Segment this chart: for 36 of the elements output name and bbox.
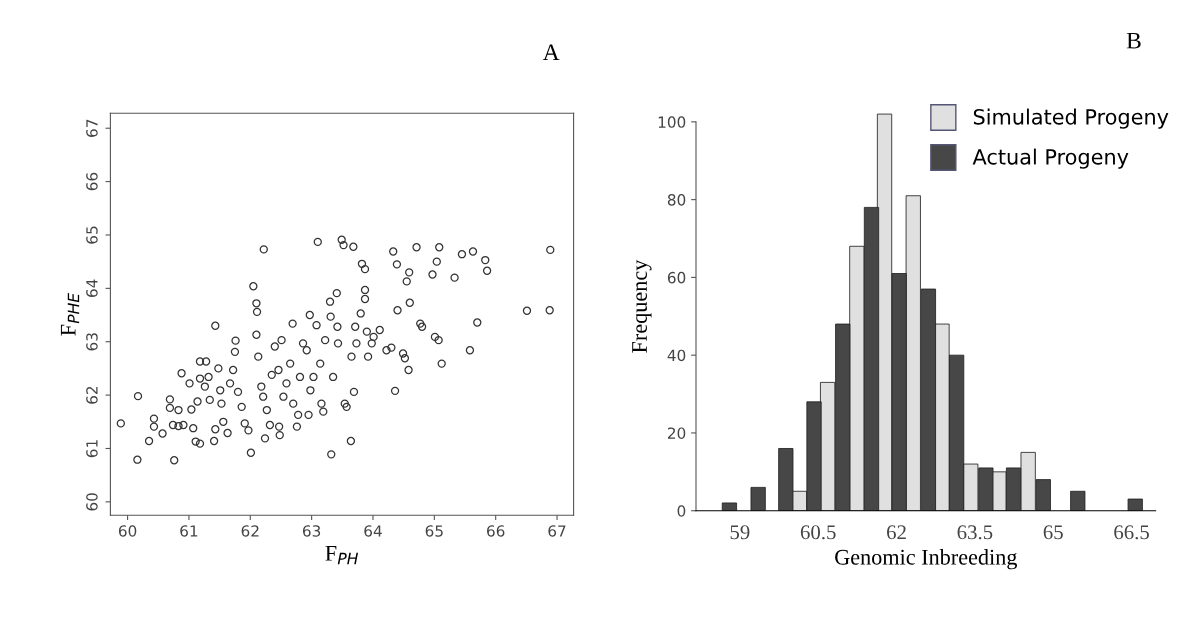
x-tick-label: 65 <box>425 525 443 537</box>
x-tick-label: 61 <box>180 525 198 537</box>
x-tick-label: 67 <box>548 525 566 537</box>
x-axis-title: Genomic Inbreeding <box>835 549 1018 570</box>
y-tick-label: 63 <box>86 333 98 351</box>
y-tick-label: 20 <box>667 427 686 439</box>
y-tick-label: 64 <box>86 279 98 298</box>
y-tick-label: 0 <box>677 505 686 517</box>
y-tick-label: 100 <box>658 116 686 128</box>
y-axis-title: F$_{PHE}$ <box>60 292 80 336</box>
y-tick-label: 40 <box>667 349 686 362</box>
legend-label: Simulated Progeny <box>973 108 1169 129</box>
x-axis-title: F$_{PH}$ <box>325 546 359 565</box>
y-tick-label: 60 <box>86 493 98 511</box>
y-tick-label: 60 <box>667 271 686 284</box>
x-tick-label: 59 <box>730 525 750 540</box>
y-axis-title: Frequency <box>632 259 652 353</box>
y-tick-label: 66 <box>86 172 98 191</box>
y-tick-label: 80 <box>667 194 686 206</box>
x-tick-label: 62 <box>887 525 906 540</box>
y-tick-label: 65 <box>86 226 98 244</box>
x-tick-label: 65 <box>1043 525 1063 540</box>
x-tick-label: 60.5 <box>800 525 836 540</box>
legend-label: Actual Progeny <box>972 148 1129 169</box>
text: B <box>1126 32 1141 49</box>
text: A <box>542 44 560 61</box>
y-tick-label: 62 <box>86 386 98 404</box>
x-tick-label: 64 <box>364 525 382 537</box>
y-tick-label: 67 <box>86 119 98 137</box>
x-tick-label: 62 <box>241 525 259 537</box>
x-tick-label: 66 <box>487 525 505 537</box>
y-tick-label: 61 <box>86 440 98 458</box>
x-tick-label: 63 <box>302 525 321 537</box>
x-tick-label: 60 <box>118 525 137 537</box>
x-tick-label: 66.5 <box>1114 525 1149 540</box>
x-tick-label: 63.5 <box>957 525 993 540</box>
